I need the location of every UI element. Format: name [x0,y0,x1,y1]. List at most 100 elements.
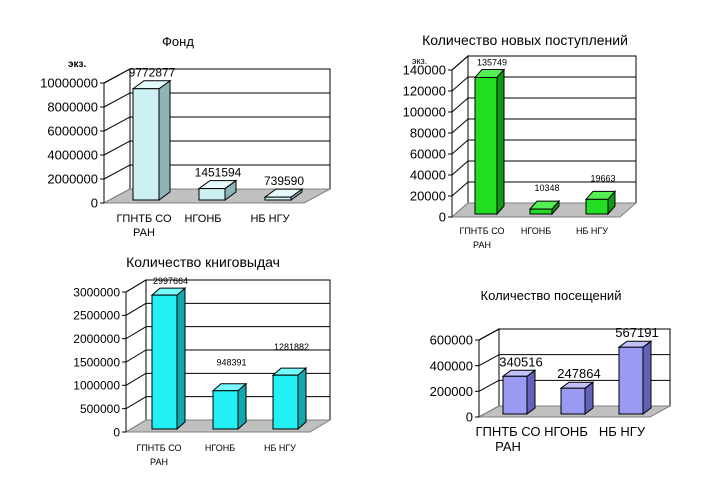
bar-side [526,369,536,415]
bar [474,76,498,215]
y-tick-label: 120000 [403,84,446,99]
bar-side [158,79,171,201]
category-label: ГПНТБ СО РАН [475,424,540,454]
gridline-depth [451,55,469,71]
data-label: 19663 [590,173,615,183]
data-label: 739590 [264,174,304,188]
gridline-depth [451,160,469,176]
chart-panel-3: 0 500000 1000000 1500000 2000000 2500000 30000… [73,254,332,467]
gridline-depth [478,328,500,341]
bar [212,390,239,430]
y-tick-label: 2000000 [73,332,120,346]
chart-title: Количество посещений [481,288,622,303]
data-label: 9772877 [129,66,176,80]
y-tick-label: 20000 [410,189,446,204]
category-label: НГОНБ [205,443,235,453]
category-label: ГПНТБ СО РАН [136,443,181,467]
bar-side [496,68,505,216]
gridline-depth [125,396,147,410]
gridline-depth [451,181,469,197]
bar [151,294,178,430]
bar [560,387,586,415]
chart-panel-1: 0 2000000 4000000 6000000 8000000 10000000 977… [40,34,331,239]
category-label: НБ НГУ [576,226,608,236]
gridline-depth [125,349,147,363]
y-tick-label: 2500000 [73,309,120,323]
data-label: 10348 [534,183,559,193]
data-label: 948391 [216,358,246,368]
y-tick-label: 3000000 [73,285,120,299]
bar [264,196,292,201]
y-tick-label: 0 [91,196,98,211]
gridline-depth [478,354,500,367]
y-tick-label: 400000 [430,358,473,373]
plot-side-wall [451,54,469,219]
y-tick-label: 1000000 [73,379,120,393]
category-label: НБ НГУ [250,213,290,225]
y-tick-label: 6000000 [47,124,98,139]
y-tick-label: 500000 [80,402,120,416]
bar [618,346,644,415]
gridline-depth [478,379,500,392]
gridline-depth [451,76,469,92]
data-label: 1281882 [274,342,309,352]
category-label: ГПНТБ СО РАН [459,226,504,250]
chart-panel-2: 0 20000 40000 60000 80000 100000 120000 140000 1… [403,32,638,250]
y-tick-label: 4000000 [47,148,98,163]
gridline-depth [125,326,147,340]
plot-side-wall [478,328,500,418]
y-tick-label: 140000 [403,63,446,78]
gridline-depth [103,92,131,108]
y-tick-label: 2000000 [47,172,98,187]
gridline-depth [125,372,147,386]
bar-side [237,382,247,431]
bar-side [176,287,186,431]
gridline-depth [125,302,147,316]
chart-title: Количество книговыдач [126,254,280,270]
bar [198,188,226,201]
chart-panel-4: 0 200000 400000 600000 340516 247864 567191 ГПН… [430,288,671,454]
plot-side-wall [103,68,131,204]
y-tick-label: 200000 [430,384,473,399]
data-label: 2997664 [153,276,188,286]
y-tick-label: 0 [466,410,473,425]
y-axis-unit: экз. [412,56,427,66]
category-label: НБ НГУ [264,443,296,453]
data-label: 135749 [477,57,507,67]
y-tick-label: 60000 [410,147,446,162]
bar-side [642,340,652,415]
bar [585,198,609,215]
y-tick-label: 8000000 [47,100,98,115]
data-label: 567191 [615,325,658,340]
gridline-depth [451,139,469,155]
category-label: НБ НГУ [599,424,646,439]
category-label: НГОНБ [544,424,588,439]
category-label: НГОНБ [521,226,551,236]
bar [272,374,299,430]
bar [132,88,160,201]
y-tick-label: 80000 [410,126,446,141]
gridline-depth [125,279,147,293]
gridline-depth [103,140,131,156]
bar-side [297,367,307,431]
bar [502,375,528,415]
chart-title: Количество новых поступлений [422,32,628,48]
gridline-depth [451,118,469,134]
y-tick-label: 10000000 [40,76,98,91]
chart-title: Фонд [162,34,194,49]
category-label: ГПНТБ СО РАН [116,213,172,239]
bar [529,208,553,215]
gridline-depth [103,116,131,132]
y-tick-label: 1500000 [73,355,120,369]
y-tick-label: 600000 [430,333,473,348]
y-axis-unit: экз. [68,59,86,70]
y-tick-label: 0 [113,425,120,439]
y-tick-label: 100000 [403,105,446,120]
y-tick-label: 40000 [410,168,446,183]
gridline-depth [103,164,131,180]
data-label: 247864 [557,366,600,381]
data-label: 1451594 [195,166,242,180]
y-tick-label: 0 [439,210,446,225]
gridline-depth [103,68,131,84]
